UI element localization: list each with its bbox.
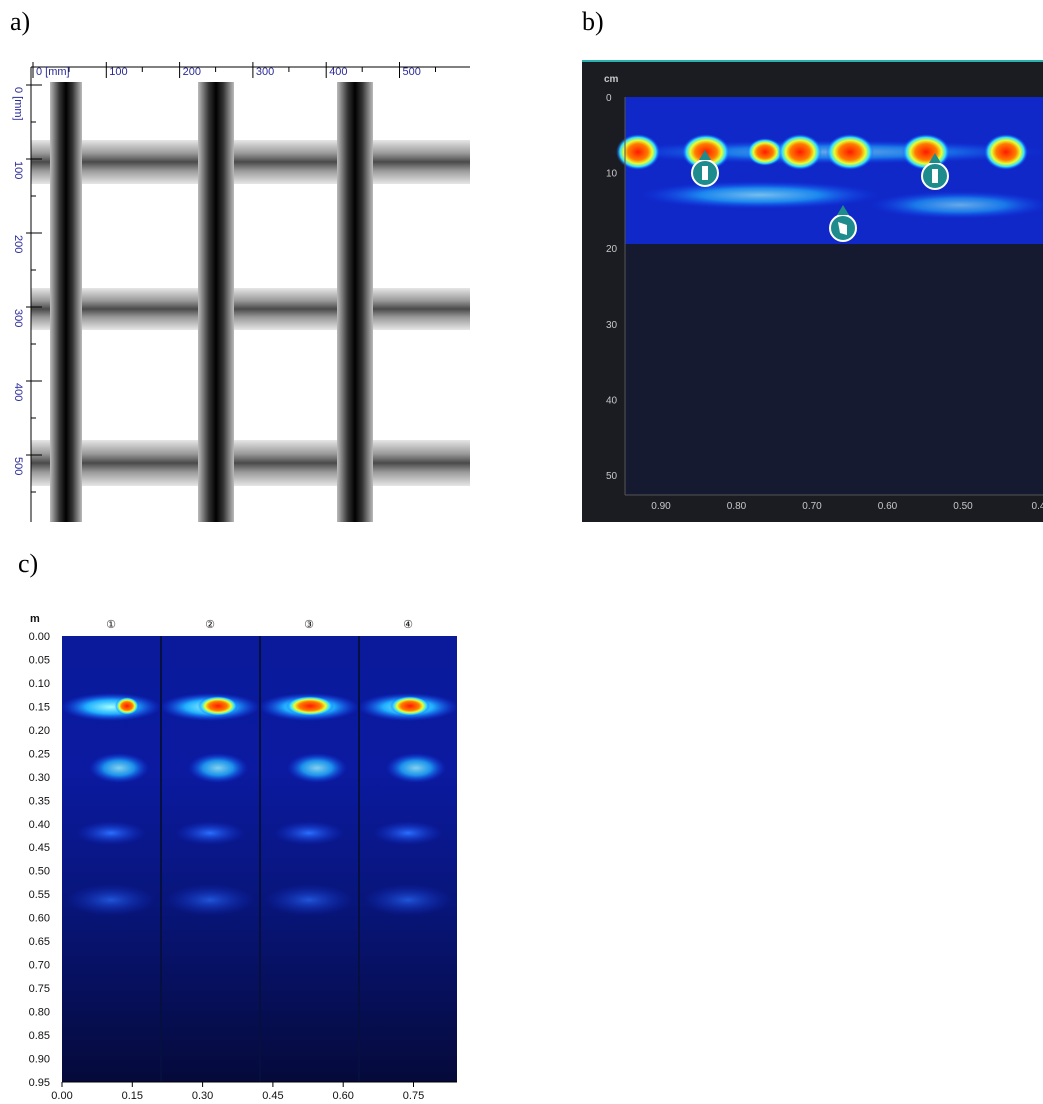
rebar-scan bbox=[30, 66, 470, 522]
x-tick-label: 0.00 bbox=[51, 1090, 72, 1102]
axis-unit: cm bbox=[604, 74, 619, 85]
y-tick-label: 0.30 bbox=[29, 772, 50, 784]
y-tick-label: 0.70 bbox=[29, 960, 50, 972]
hotspot bbox=[115, 697, 139, 715]
y-tick-label: 0.85 bbox=[29, 1030, 50, 1042]
panel-label: c) bbox=[18, 549, 38, 578]
x-tick-label: 200 bbox=[183, 66, 201, 78]
axis-unit: m bbox=[30, 613, 40, 625]
y-tick-label: 0.40 bbox=[29, 819, 50, 831]
y-tick-label: 200 bbox=[12, 235, 24, 253]
x-tick-label: 500 bbox=[403, 66, 421, 78]
x-tick-label: 0.30 bbox=[192, 1090, 213, 1102]
y-tick-label: 0.80 bbox=[29, 1007, 50, 1019]
x-tick-label: 0.90 bbox=[651, 501, 671, 512]
x-tick-label: 0 [mm] bbox=[36, 66, 70, 78]
x-tick-label: 0.45 bbox=[262, 1090, 283, 1102]
y-tick-label: 0.00 bbox=[29, 631, 50, 643]
x-tick-label: 0.60 bbox=[878, 501, 898, 512]
reflection bbox=[264, 884, 354, 916]
reflection bbox=[76, 821, 146, 845]
y-tick-label: 0 [mm] bbox=[12, 87, 24, 121]
y-tick-label: 0.90 bbox=[29, 1053, 50, 1065]
x-tick-label: 0.4 bbox=[1032, 501, 1043, 512]
y-tick-label: 0.60 bbox=[29, 913, 50, 925]
gpr-scan bbox=[582, 60, 1043, 522]
y-tick-label: 0.95 bbox=[29, 1077, 50, 1089]
hotspot bbox=[286, 696, 334, 716]
hotspot bbox=[390, 696, 430, 716]
reflection bbox=[165, 884, 255, 916]
y-tick-label: 500 bbox=[12, 457, 24, 475]
x-tick-label: 0.50 bbox=[953, 501, 973, 512]
y-tick-label: 300 bbox=[12, 309, 24, 327]
y-tick-label: 0.55 bbox=[29, 889, 50, 901]
column-label: ① bbox=[106, 619, 116, 631]
x-tick-label: 0.15 bbox=[122, 1090, 143, 1102]
reflection bbox=[89, 753, 149, 783]
y-tick-label: 10 bbox=[606, 169, 618, 180]
y-tick-label: 0.15 bbox=[29, 701, 50, 713]
column-label: ② bbox=[205, 619, 215, 631]
y-tick-label: 0.45 bbox=[29, 842, 50, 854]
column-label: ④ bbox=[403, 619, 413, 631]
x-tick-label: 100 bbox=[109, 66, 127, 78]
reflection bbox=[386, 753, 446, 783]
x-tick-label: 300 bbox=[256, 66, 274, 78]
panel-label: b) bbox=[582, 7, 604, 36]
y-tick-label: 100 bbox=[12, 161, 24, 179]
y-tick-label: 0.50 bbox=[29, 866, 50, 878]
reflection bbox=[61, 693, 161, 721]
y-tick-label: 0.65 bbox=[29, 936, 50, 948]
y-tick-label: 20 bbox=[606, 244, 618, 255]
panel-label: a) bbox=[10, 7, 30, 36]
y-tick-label: 0 bbox=[606, 93, 612, 104]
x-tick-label: 0.70 bbox=[802, 501, 822, 512]
y-tick-label: 0.25 bbox=[29, 748, 50, 760]
reflection bbox=[66, 884, 156, 916]
y-tick-label: 0.10 bbox=[29, 678, 50, 690]
reflection bbox=[287, 753, 347, 783]
y-tick-label: 30 bbox=[606, 320, 618, 331]
x-tick-label: 0.75 bbox=[403, 1090, 424, 1102]
x-tick-label: 400 bbox=[329, 66, 347, 78]
x-tick-label: 0.80 bbox=[727, 501, 747, 512]
y-tick-label: 400 bbox=[12, 383, 24, 401]
y-tick-label: 0.75 bbox=[29, 983, 50, 995]
y-tick-label: 0.05 bbox=[29, 654, 50, 666]
y-tick-label: 50 bbox=[606, 471, 618, 482]
y-tick-label: 40 bbox=[606, 395, 618, 406]
reflection bbox=[175, 821, 245, 845]
reflection bbox=[188, 753, 248, 783]
reflection bbox=[373, 821, 443, 845]
y-tick-label: 0.20 bbox=[29, 725, 50, 737]
reflection bbox=[363, 884, 453, 916]
hotspot bbox=[198, 696, 238, 716]
gpr-columns bbox=[61, 636, 458, 1083]
reflection bbox=[274, 821, 344, 845]
x-tick-label: 0.60 bbox=[332, 1090, 353, 1102]
y-tick-label: 0.35 bbox=[29, 795, 50, 807]
column-label: ③ bbox=[304, 619, 314, 631]
